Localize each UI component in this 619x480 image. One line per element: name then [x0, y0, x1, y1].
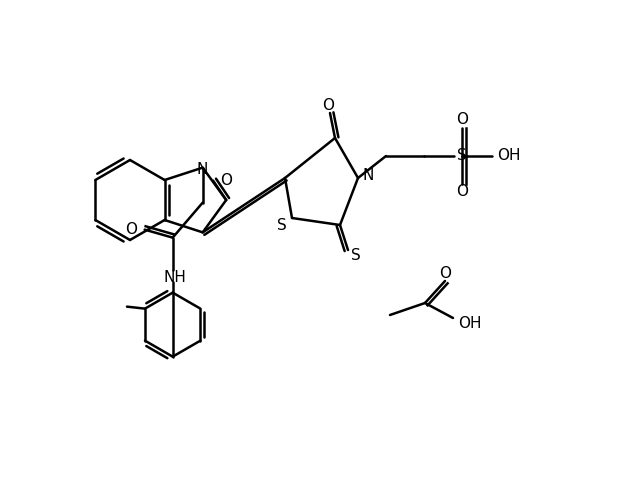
- Text: OH: OH: [497, 148, 521, 164]
- Text: O: O: [456, 184, 468, 200]
- Text: O: O: [322, 97, 334, 112]
- Text: N: N: [363, 168, 374, 183]
- Text: O: O: [220, 173, 232, 188]
- Text: N: N: [197, 162, 209, 177]
- Text: S: S: [351, 248, 361, 263]
- Text: S: S: [277, 218, 287, 233]
- Text: NH: NH: [163, 270, 186, 285]
- Text: S: S: [457, 148, 467, 164]
- Text: O: O: [124, 222, 137, 237]
- Text: OH: OH: [458, 315, 482, 331]
- Text: O: O: [439, 265, 451, 280]
- Text: O: O: [456, 112, 468, 128]
